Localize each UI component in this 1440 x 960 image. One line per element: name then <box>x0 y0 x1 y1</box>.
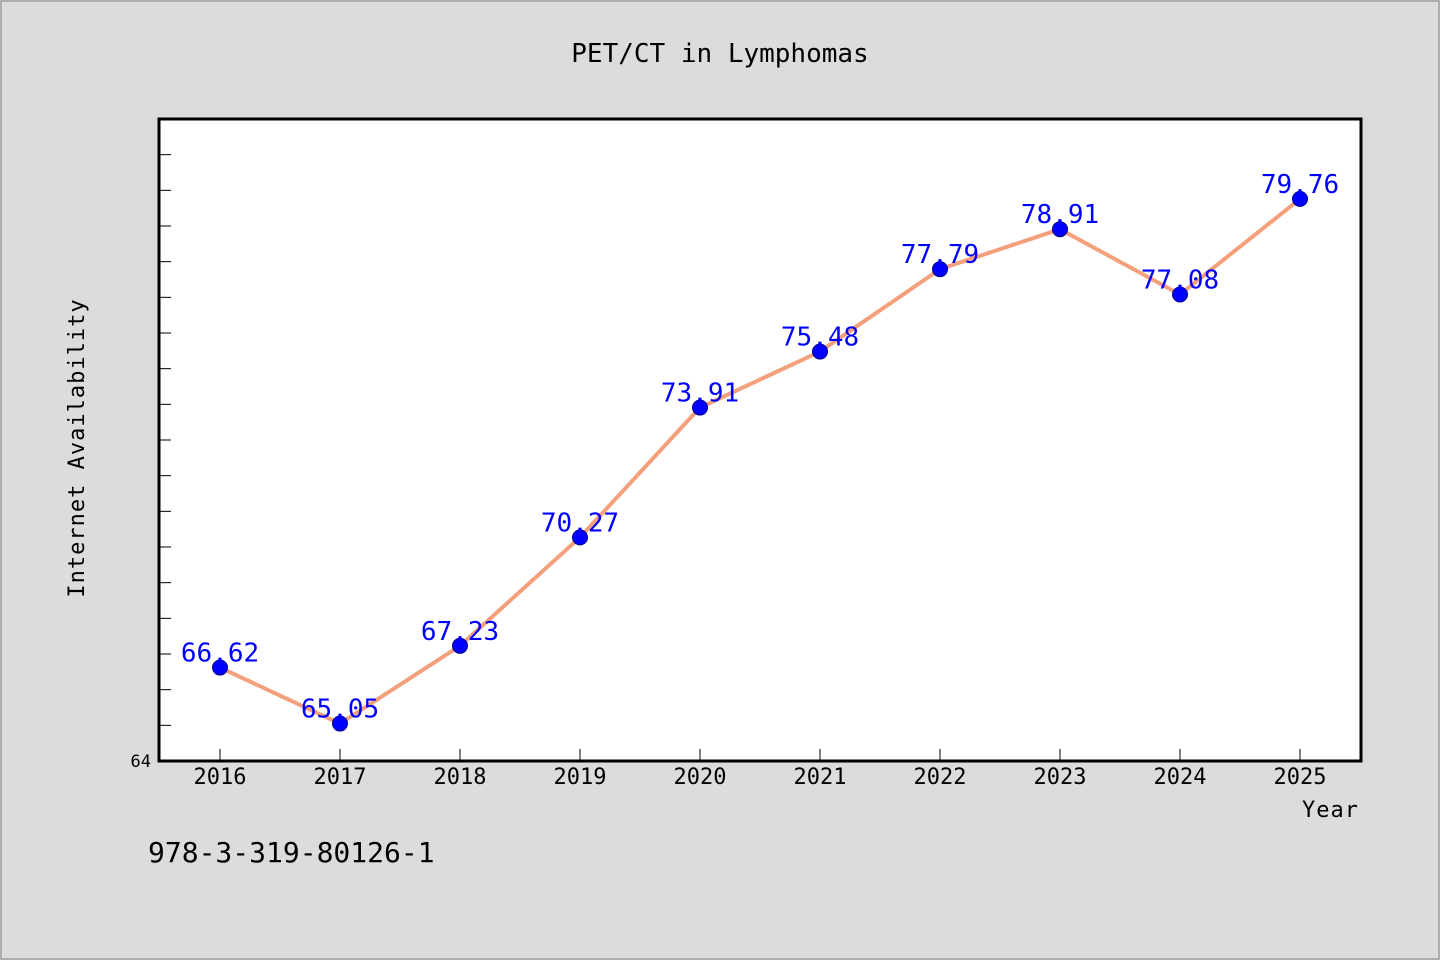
data-label: 67.23 <box>421 617 499 647</box>
x-axis-ticks: 2016 2017 2018 2019 2020 2021 2022 2023 2024 2025 <box>194 749 1327 790</box>
x-tick-label: 2021 <box>794 765 847 790</box>
data-point <box>1052 221 1068 238</box>
x-tick-label: 2023 <box>1034 765 1087 790</box>
data-point <box>692 399 708 416</box>
data-label: 70.27 <box>541 508 619 538</box>
data-label: 79.76 <box>1261 170 1339 200</box>
data-label: 75.48 <box>781 323 859 353</box>
data-point <box>812 343 828 360</box>
data-label: 78.91 <box>1021 200 1099 230</box>
data-label: 66.62 <box>181 639 259 669</box>
x-tick-label: 2017 <box>314 765 367 790</box>
x-axis-label: Year <box>1302 798 1359 823</box>
data-point <box>572 529 588 546</box>
series-line <box>218 196 1302 726</box>
data-point <box>1292 190 1308 207</box>
data-label: 73.91 <box>661 379 739 409</box>
data-label: 65.05 <box>301 695 379 725</box>
x-tick-label: 2019 <box>554 765 607 790</box>
data-label: 77.08 <box>1141 265 1219 295</box>
data-point <box>452 637 468 654</box>
x-tick-label: 2022 <box>914 765 967 790</box>
isbn-text: 978-3-319-80126-1 <box>148 836 435 869</box>
chart-title: PET/CT in Lymphomas <box>571 39 868 69</box>
plot-area <box>157 117 1363 763</box>
data-label: 77.79 <box>901 240 979 270</box>
y-axis-min-label: 64 <box>131 752 151 772</box>
y-axis-ticks <box>160 154 171 726</box>
x-tick-label: 2024 <box>1154 765 1207 790</box>
x-tick-label: 2016 <box>194 765 247 790</box>
data-point <box>212 659 228 676</box>
data-point <box>1172 286 1188 303</box>
x-tick-label: 2025 <box>1274 765 1327 790</box>
x-tick-label: 2020 <box>674 765 727 790</box>
data-point <box>932 261 948 278</box>
data-point <box>332 715 348 732</box>
x-tick-label: 2018 <box>434 765 487 790</box>
y-axis-label: Internet Availability <box>65 298 90 597</box>
series-layer: 66.62 65.05 67.23 70.27 73.91 75.48 77.79 78.91… <box>181 170 1339 732</box>
